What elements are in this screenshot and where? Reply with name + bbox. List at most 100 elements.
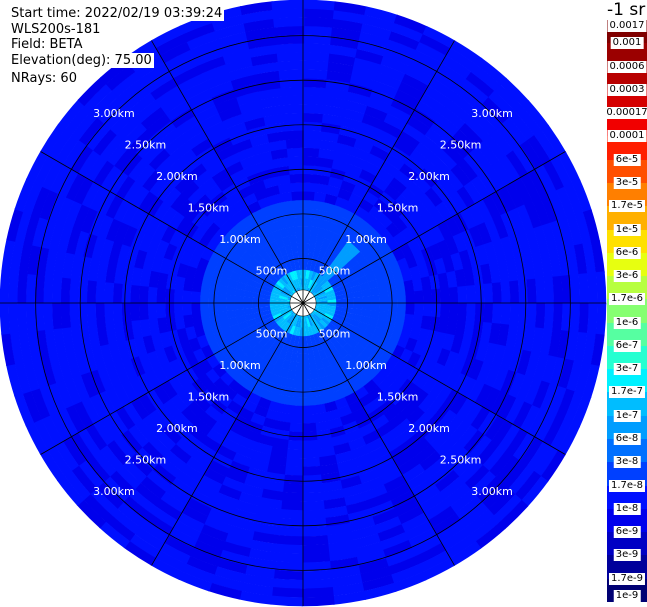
- radar-cell: [376, 129, 399, 147]
- radar-cell: [349, 74, 377, 90]
- radar-cell: [351, 184, 369, 200]
- radar-cell: [153, 384, 171, 405]
- radar-cell: [151, 25, 185, 49]
- radar-cell: [282, 104, 304, 115]
- radar-cell: [303, 182, 317, 193]
- radar-cell: [243, 262, 256, 274]
- radar-cell: [488, 261, 501, 284]
- radar-cell: [488, 450, 514, 478]
- radar-cell: [280, 275, 289, 285]
- radar-cell: [233, 82, 260, 98]
- radar-cell: [303, 278, 306, 288]
- radar-cell: [371, 371, 387, 387]
- radar-cell: [237, 406, 255, 422]
- radar-cell: [180, 463, 204, 483]
- radar-cell: [105, 217, 122, 242]
- radar-cell: [590, 333, 605, 368]
- radar-cell: [78, 459, 104, 489]
- radar-cell: [157, 271, 169, 289]
- radar-cell: [278, 306, 288, 311]
- radar-cell: [177, 198, 195, 217]
- radar-cell: [244, 313, 255, 322]
- radar-cell: [402, 123, 426, 143]
- radar-cell: [152, 365, 169, 386]
- radar-cell: [423, 424, 445, 445]
- radar-cell: [175, 470, 200, 491]
- radar-cell: [115, 464, 142, 490]
- radar-cell: [308, 361, 318, 372]
- radar-cell: [240, 483, 264, 498]
- radar-cell: [321, 317, 331, 326]
- radar-cell: [350, 213, 364, 228]
- radar-cell: [144, 368, 162, 390]
- radar-cell: [406, 406, 425, 426]
- radar-cell: [217, 310, 228, 321]
- elevation-label: Elevation(deg): 75.00: [11, 53, 154, 68]
- radar-cell: [321, 357, 331, 369]
- radar-cell: [314, 286, 324, 294]
- radar-cell: [569, 274, 581, 305]
- radar-cell: [275, 543, 303, 555]
- radar-cell: [277, 412, 292, 423]
- radar-cell: [522, 254, 536, 281]
- radar-cell: [400, 400, 419, 419]
- radar-cell: [380, 329, 393, 342]
- radar-cell: [285, 138, 304, 149]
- radar-cell: [303, 112, 324, 123]
- radar-cell: [217, 284, 229, 295]
- radar-cell: [312, 314, 320, 324]
- radar-cell: [408, 326, 421, 341]
- radar-cell: [265, 264, 276, 275]
- radar-cell: [123, 85, 152, 111]
- radar-cell: [392, 271, 404, 284]
- radar-cell: [99, 343, 115, 368]
- radar-cell: [391, 22, 424, 43]
- radar-cell: [80, 371, 98, 399]
- radar-cell: [225, 294, 236, 303]
- radar-cell: [314, 412, 329, 423]
- radar-cell: [181, 155, 203, 175]
- radar-cell: [43, 301, 54, 331]
- radar-cell: [463, 402, 483, 426]
- radar-cell: [49, 411, 71, 442]
- radar-cell: [313, 313, 322, 322]
- radar-cell: [317, 157, 335, 169]
- radar-cell: [222, 113, 246, 130]
- radar-cell: [542, 415, 565, 448]
- radar-cell: [408, 57, 439, 79]
- radar-cell: [204, 260, 218, 274]
- radar-cell: [193, 47, 224, 66]
- radar-cell: [57, 407, 79, 438]
- radar-cell: [206, 383, 223, 400]
- radar-cell: [123, 540, 156, 566]
- azimuth-spoke: [306, 40, 455, 298]
- radar-cell: [242, 378, 256, 393]
- radar-cell: [269, 302, 279, 307]
- radar-cell: [266, 319, 277, 328]
- radar-cell: [531, 327, 545, 355]
- radar-cell: [22, 182, 43, 215]
- radar-cell: [574, 211, 592, 245]
- radar-cell: [286, 369, 296, 380]
- radar-cell: [420, 315, 432, 331]
- radar-cell: [330, 331, 341, 342]
- radar-cell: [287, 253, 295, 264]
- radar-cell: [65, 404, 86, 433]
- radar-cell: [465, 284, 476, 304]
- radar-cell: [488, 322, 501, 346]
- radar-cell: [163, 186, 182, 207]
- radar-cell: [340, 116, 363, 131]
- radar-cell: [430, 155, 452, 177]
- range-label: 2.00km: [156, 422, 198, 435]
- colorbar-tick-label: 0.00017: [604, 107, 647, 120]
- radar-cell: [323, 346, 333, 358]
- radar-cell: [394, 170, 414, 189]
- radar-cell: [224, 532, 253, 549]
- radar-cell: [456, 397, 476, 421]
- radar-cell: [14, 178, 35, 213]
- radar-cell: [23, 213, 41, 246]
- radar-cell: [492, 215, 509, 240]
- radar-cell: [281, 264, 290, 275]
- colorbar-tick-label: 1e-8: [613, 502, 641, 515]
- radar-cell: [395, 281, 406, 294]
